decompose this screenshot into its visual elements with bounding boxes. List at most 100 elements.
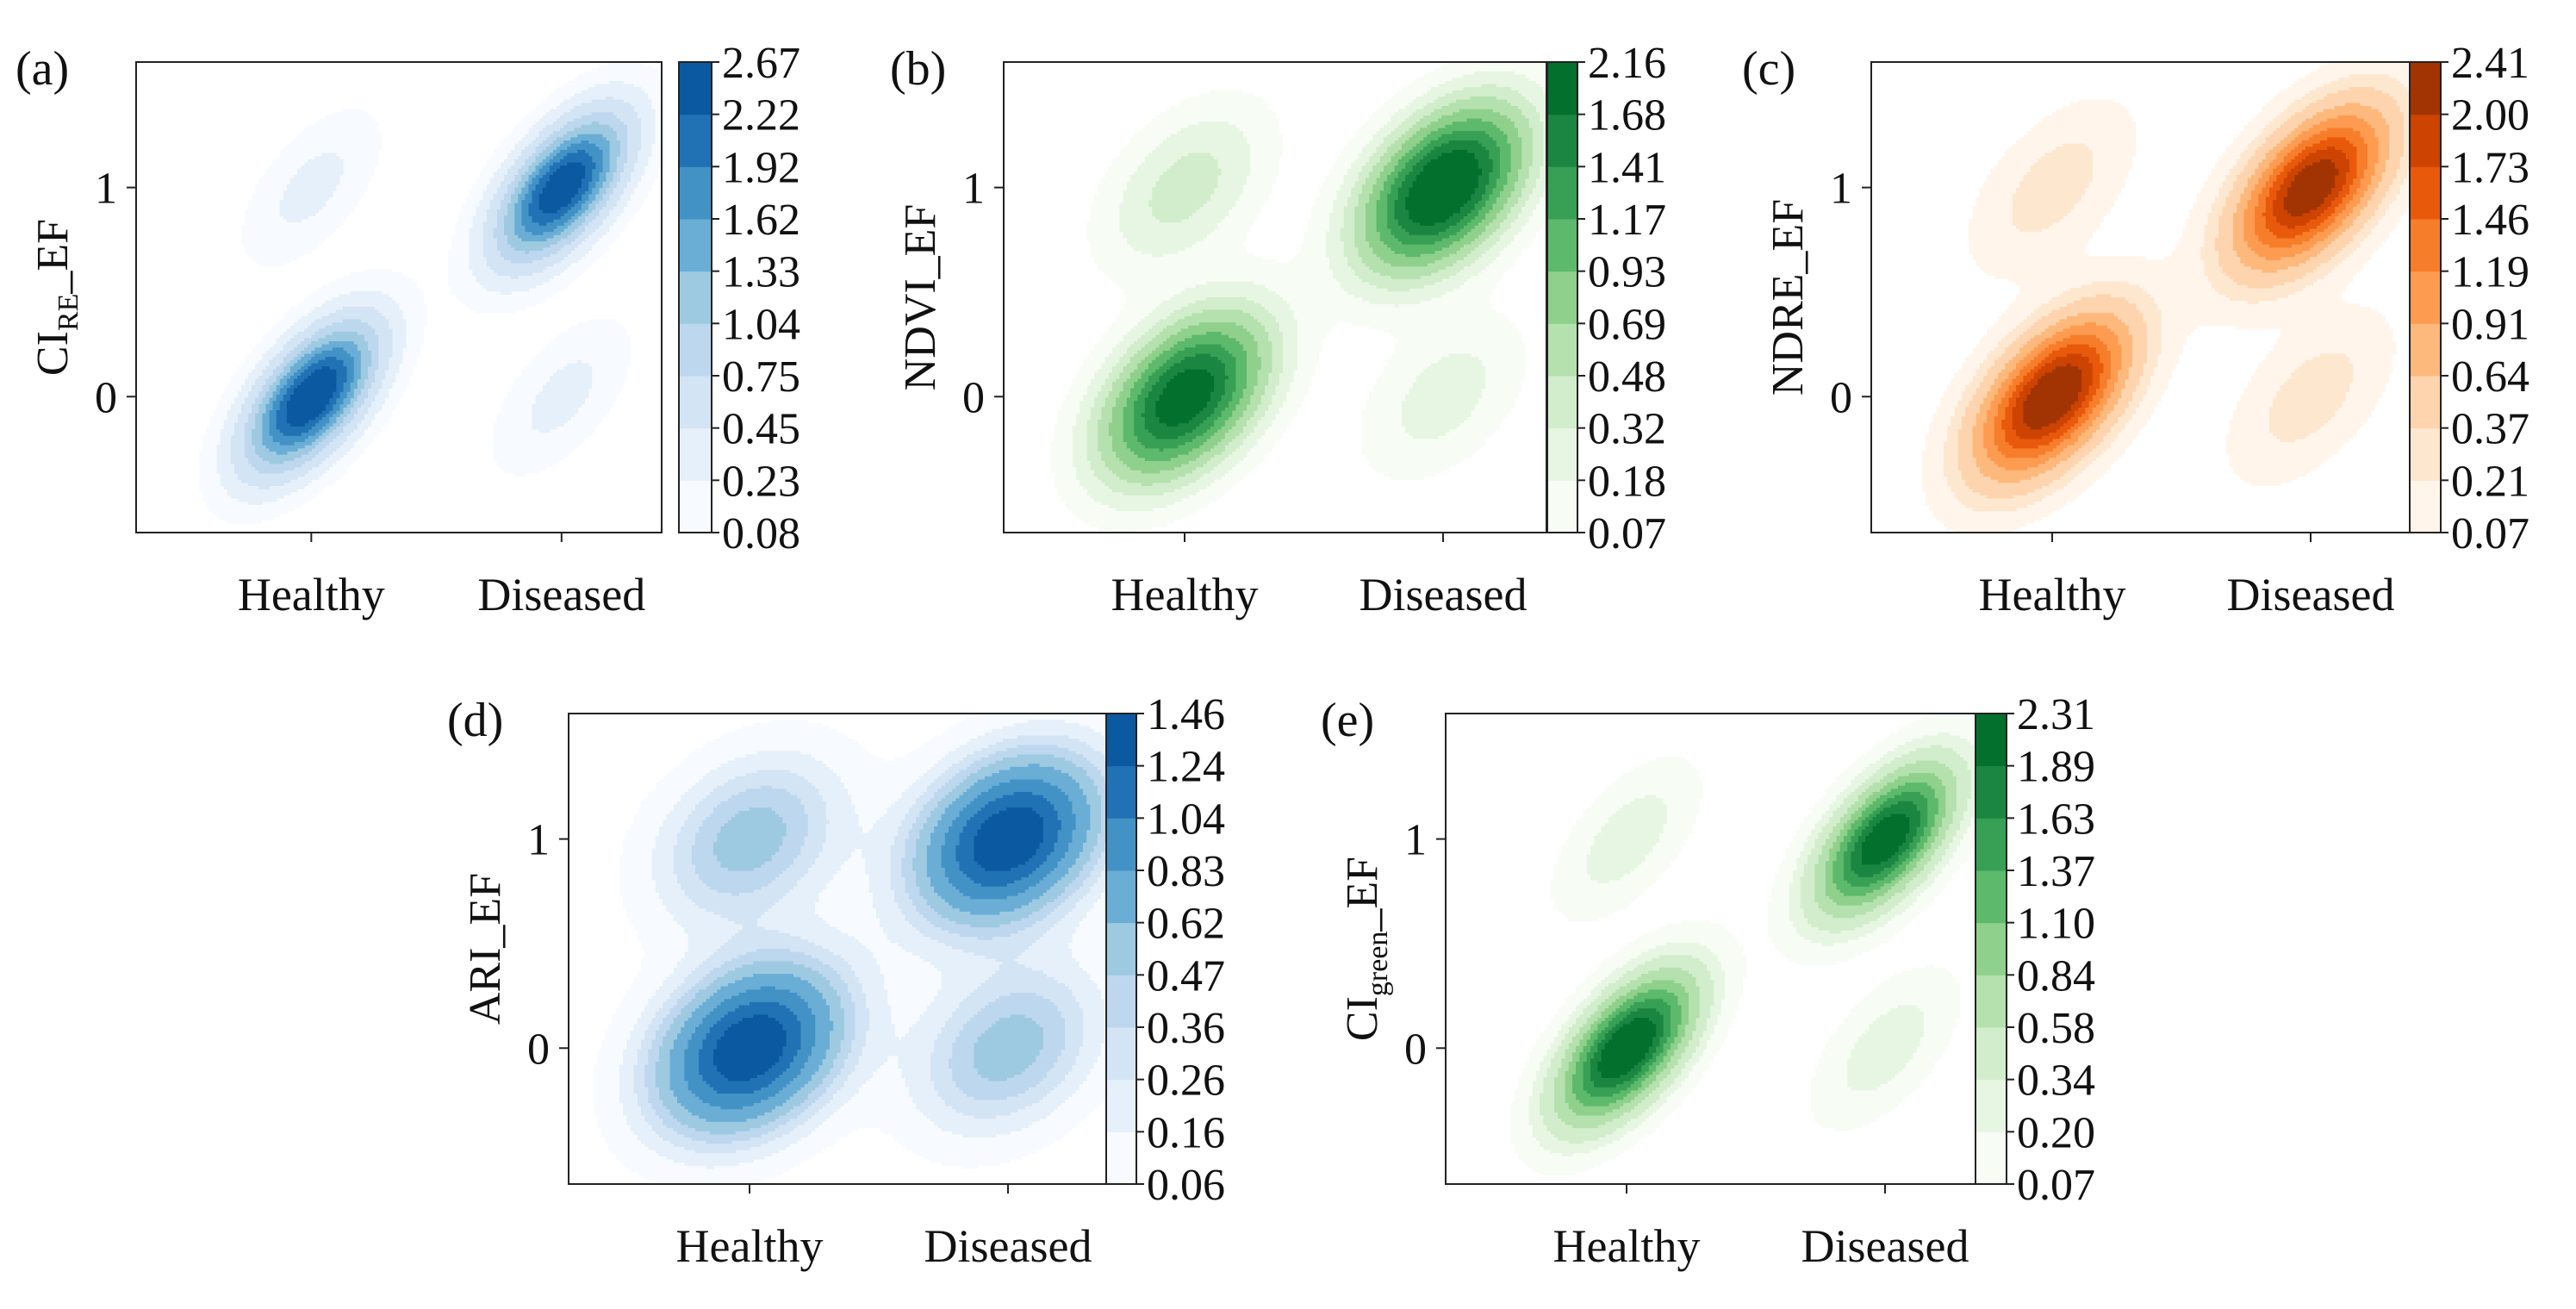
- colorbar-tick-label: 2.31: [2017, 690, 2095, 739]
- contour-band-6: [2001, 137, 2357, 449]
- colorbar-segment: [1106, 818, 1136, 871]
- colorbar-tick-label: 0.64: [2451, 352, 2529, 402]
- colorbar-segment: [679, 114, 712, 167]
- colorbar-tick-label: 1.63: [2017, 795, 2095, 844]
- colorbar-segment: [1976, 922, 2007, 976]
- panel-a: (a)Healthy Diseased01CIRE_EF0.080.230.450…: [16, 39, 800, 620]
- colorbar-tick-label: 0.37: [2451, 405, 2529, 454]
- colorbar-tick-label: 0.75: [722, 352, 800, 402]
- contour-band-6: [1583, 792, 1928, 1097]
- colorbar-tick-label: 2.16: [1588, 39, 1666, 88]
- colorbar-tick-label: 1.33: [722, 248, 800, 297]
- y-axis-label-main: NDVI_EF: [896, 204, 945, 391]
- y-axis-label-subscript: RE: [53, 294, 84, 331]
- colorbar-segment: [1547, 271, 1577, 324]
- x-tick-label: Healthy: [1111, 569, 1259, 620]
- colorbar-segment: [2410, 427, 2441, 481]
- y-axis-label-main: ARI_EF: [461, 873, 510, 1025]
- colorbar-segment: [1976, 975, 2007, 1028]
- colorbar-segment: [1106, 870, 1136, 924]
- contour-band-7: [1141, 140, 1493, 439]
- y-axis-label-main: CI: [1338, 996, 1387, 1041]
- colorbar-segment: [2410, 219, 2441, 272]
- colorbar-tick-label: 2.41: [2451, 39, 2529, 88]
- x-tick-label: Diseased: [1360, 569, 1528, 620]
- colorbar-segment: [1976, 1027, 2007, 1081]
- colorbar-segment: [1976, 870, 2007, 924]
- y-tick-label: 1: [1830, 165, 1852, 214]
- colorbar-tick-label: 0.07: [2451, 509, 2529, 558]
- colorbar-segment: [2410, 114, 2441, 167]
- colorbar-tick-label: 2.22: [722, 91, 800, 140]
- colorbar-segment: [679, 271, 712, 324]
- colorbar-frame: [1105, 713, 1137, 1185]
- panel-b: (b)Healthy Diseased01NDVI_EF0.070.180.320…: [890, 39, 1666, 620]
- colorbar-tick-label: 2.67: [722, 39, 800, 88]
- colorbar-segment: [1976, 765, 2007, 819]
- colorbar-tick-label: 1.89: [2017, 743, 2095, 792]
- y-axis-label-main: NDRE_EF: [1764, 199, 1813, 396]
- colorbar-tick-label: 1.73: [2451, 143, 2529, 192]
- y-tick-label: 0: [962, 373, 985, 422]
- x-tick-label: Healthy: [1553, 1220, 1701, 1272]
- density-field: [1871, 62, 2414, 533]
- y-axis-label: ARI_EF: [461, 873, 510, 1025]
- contour-band-0: [594, 714, 1111, 1184]
- colorbar-tick-label: 0.16: [1147, 1108, 1225, 1157]
- contour-band-6: [1134, 131, 1500, 452]
- colorbar-segment: [1106, 714, 1136, 767]
- contour-band-8: [713, 807, 1043, 1081]
- colorbar-segment: [1547, 376, 1577, 429]
- colorbar-tick-label: 0.23: [722, 457, 800, 506]
- colorbar-segment: [1547, 219, 1577, 272]
- colorbar-segment: [679, 480, 712, 533]
- colorbar-segment: [1106, 922, 1136, 976]
- colorbar-tick-label: 1.37: [2017, 847, 2095, 896]
- colorbar-tick-label: 0.48: [1588, 352, 1666, 402]
- contour-band-1: [1072, 71, 1546, 512]
- contour-band-4: [655, 754, 1101, 1135]
- colorbar-tick-label: 1.04: [1147, 795, 1225, 844]
- colorbar-tick-label: 0.26: [1147, 1057, 1225, 1106]
- y-axis-label-tail: _EF: [28, 219, 78, 295]
- colorbar-tick-label: 0.83: [1147, 847, 1225, 896]
- colorbar-tick-label: 0.08: [722, 509, 800, 558]
- colorbar-segment: [2410, 62, 2441, 115]
- y-tick-label: 0: [1404, 1025, 1427, 1074]
- colorbar-frame: [2409, 61, 2442, 533]
- panel-label: (d): [447, 694, 503, 747]
- panel-e: (e)Healthy Diseased01CIgreen_EF0.070.200.…: [1321, 690, 2095, 1272]
- panel-c: (c)Healthy Diseased01NDRE_EF0.070.210.370…: [1742, 39, 2529, 620]
- contour-band-6: [269, 140, 603, 446]
- colorbar-segment: [1976, 1079, 2007, 1132]
- contour-band-7: [699, 792, 1061, 1094]
- y-axis-label-subscript: green: [1362, 932, 1394, 997]
- colorbar-tick-label: 1.46: [2451, 196, 2529, 245]
- x-tick-label: Diseased: [1801, 1220, 1969, 1272]
- y-axis-label-tail: _EF: [1338, 857, 1387, 932]
- x-tick-label: Diseased: [2227, 569, 2395, 620]
- colorbar-segment: [1106, 1131, 1136, 1185]
- colorbar-segment: [1106, 975, 1136, 1028]
- colorbar-segment: [679, 323, 712, 377]
- contour-band-0: [1050, 62, 1546, 533]
- panel-d: (d)Healthy Diseased01ARI_EF0.060.160.260.…: [447, 690, 1225, 1272]
- colorbar-tick-label: 0.45: [722, 405, 800, 454]
- y-tick-label: 1: [527, 816, 550, 865]
- colorbar-frame: [1975, 713, 2007, 1185]
- x-tick-label: Healthy: [676, 1220, 824, 1272]
- colorbar-tick-label: 0.47: [1147, 951, 1225, 1000]
- colorbar-segment: [2410, 271, 2441, 324]
- y-axis-label: NDRE_EF: [1764, 199, 1813, 396]
- colorbar-segment: [1106, 1027, 1136, 1081]
- y-tick-label: 1: [1404, 816, 1427, 865]
- colorbar-tick-label: 0.36: [1147, 1004, 1225, 1053]
- colorbar-segment: [1106, 1079, 1136, 1132]
- plot-frame: [135, 61, 663, 533]
- colorbar-tick-label: 0.07: [2017, 1161, 2095, 1210]
- contour-band-8: [286, 162, 586, 427]
- y-tick-label: 0: [95, 373, 117, 422]
- colorbar-segment: [679, 427, 712, 481]
- contour-band-1: [619, 720, 1111, 1169]
- contour-band-2: [1086, 84, 1544, 496]
